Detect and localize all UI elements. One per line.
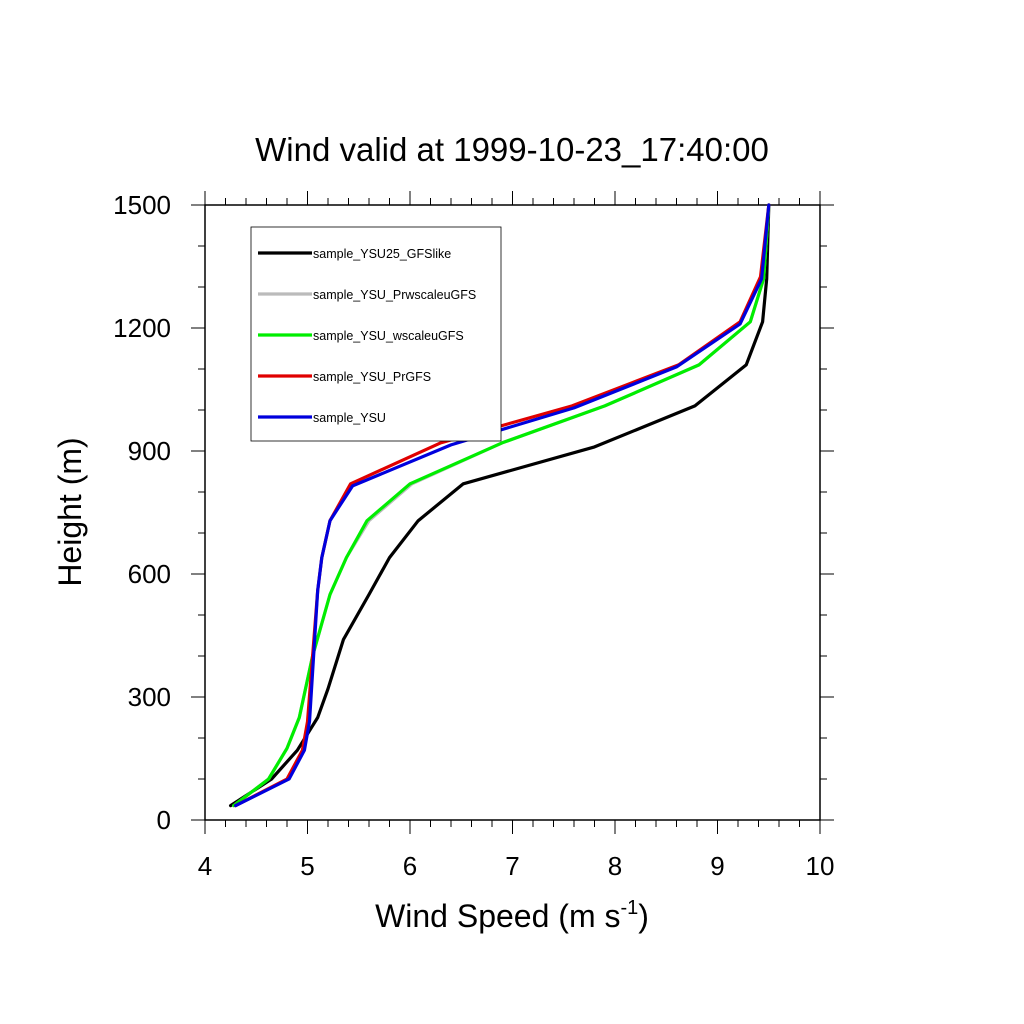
x-axis-label-superscript: -1	[620, 897, 638, 919]
x-tick-label: 5	[300, 851, 314, 881]
x-tick-label: 9	[710, 851, 724, 881]
legend-label-1: sample_YSU25_GFSlike	[313, 247, 451, 261]
x-tick-label: 4	[198, 851, 212, 881]
y-tick-label: 1500	[113, 190, 171, 220]
y-tick-labels: 0 300 600 900 1200 1500	[113, 190, 171, 835]
y-tick-label: 1200	[113, 313, 171, 343]
x-tick-labels: 4 5 6 7 8 9 10	[198, 851, 835, 881]
axis-ticks	[191, 191, 834, 834]
legend-label-5: sample_YSU	[313, 411, 386, 425]
legend-label-4: sample_YSU_PrGFS	[313, 370, 431, 384]
y-tick-label: 900	[128, 436, 171, 466]
y-axis-label: Height (m)	[52, 437, 88, 586]
series-line-3	[232, 203, 771, 808]
chart-title: Wind valid at 1999-10-23_17:40:00	[255, 131, 769, 168]
legend-label-3: sample_YSU_wscaleuGFS	[313, 329, 464, 343]
x-axis-label: Wind Speed (m s-1)	[375, 897, 649, 934]
x-tick-label: 8	[608, 851, 622, 881]
y-tick-label: 600	[128, 559, 171, 589]
x-axis-label-main: Wind Speed (m s	[375, 898, 620, 934]
x-axis-label-close: )	[638, 898, 649, 934]
y-tick-label: 300	[128, 682, 171, 712]
x-tick-label: 10	[806, 851, 835, 881]
x-tick-label: 7	[505, 851, 519, 881]
x-tick-label: 6	[403, 851, 417, 881]
legend-label-2: sample_YSU_PrwscaleuGFS	[313, 288, 476, 302]
series-lines	[229, 203, 771, 808]
legend: sample_YSU25_GFSlike sample_YSU_Prwscaleu…	[250, 226, 502, 442]
series-line-5	[234, 203, 771, 808]
y-tick-label: 0	[157, 805, 171, 835]
